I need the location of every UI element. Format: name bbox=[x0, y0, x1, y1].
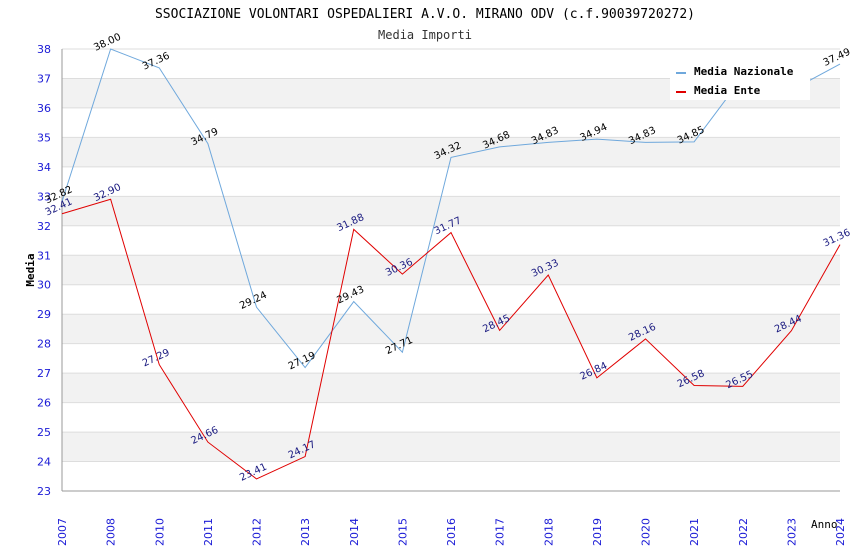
x-tick-label: 2016 bbox=[445, 518, 458, 546]
y-tick-label: 23 bbox=[37, 485, 51, 498]
grid-band bbox=[62, 402, 840, 433]
x-tick-label: 2010 bbox=[153, 518, 166, 546]
grid-band bbox=[62, 432, 840, 462]
y-tick-label: 36 bbox=[37, 102, 51, 115]
y-tick-label: 31 bbox=[37, 249, 51, 262]
legend-box bbox=[670, 60, 810, 100]
grid-band bbox=[62, 373, 840, 403]
grid-bands bbox=[62, 49, 840, 491]
y-tick-label: 32 bbox=[37, 220, 51, 233]
grid-band bbox=[62, 196, 840, 226]
y-tick-label: 30 bbox=[37, 279, 51, 292]
x-tick-label: 2011 bbox=[202, 518, 215, 546]
x-tick-label: 2024 bbox=[834, 518, 847, 546]
grid-band bbox=[62, 137, 840, 167]
x-tick-label: 2015 bbox=[396, 518, 409, 546]
x-tick-label: 2013 bbox=[299, 518, 312, 546]
chart-title: SSOCIAZIONE VOLONTARI OSPEDALIERI A.V.O.… bbox=[155, 7, 695, 22]
grid-band bbox=[62, 107, 840, 138]
legend-label-naz: Media Nazionale bbox=[694, 65, 794, 78]
y-tick-label: 25 bbox=[37, 426, 51, 439]
y-tick-label: 26 bbox=[37, 397, 51, 410]
y-tick-label: 35 bbox=[37, 131, 51, 144]
series-lines bbox=[61, 48, 841, 480]
y-tick-label: 33 bbox=[37, 190, 51, 203]
grid-band bbox=[62, 166, 840, 197]
series-line-nazionale bbox=[61, 48, 841, 369]
x-tick-label: 2019 bbox=[591, 518, 604, 546]
x-tick-label: 2012 bbox=[251, 518, 264, 546]
y-axis-label: Media bbox=[24, 253, 37, 286]
y-tick-label: 29 bbox=[37, 308, 51, 321]
grid-band bbox=[62, 461, 840, 491]
grid-band bbox=[62, 314, 840, 344]
chart-subtitle: Media Importi bbox=[378, 28, 472, 42]
y-tick-label: 38 bbox=[37, 43, 51, 56]
x-tick-label: 2021 bbox=[688, 518, 701, 546]
grid-band bbox=[62, 284, 840, 315]
y-tick-label: 24 bbox=[37, 456, 51, 469]
x-tick-label: 2018 bbox=[542, 518, 555, 546]
x-tick-label: 2020 bbox=[640, 518, 653, 546]
x-axis-label: Anno bbox=[811, 518, 838, 531]
x-tick-label: 2017 bbox=[494, 518, 507, 546]
grid-band bbox=[62, 225, 840, 256]
grid-lines bbox=[62, 48, 840, 492]
legend: Media Nazionale Media Ente bbox=[670, 60, 810, 100]
x-tick-label: 2022 bbox=[737, 518, 750, 546]
legend-label-ente: Media Ente bbox=[694, 84, 761, 97]
y-tick-label: 37 bbox=[37, 72, 51, 85]
y-tick-label: 34 bbox=[37, 161, 51, 174]
x-tick-label: 2023 bbox=[785, 518, 798, 546]
grid-band bbox=[62, 255, 840, 285]
x-tick-label: 2014 bbox=[348, 518, 361, 546]
x-tick-label: 2007 bbox=[56, 518, 69, 546]
y-tick-labels: 23 24 25 26 27 28 29 30 31 32 33 34 35 36 37 38 bbox=[37, 43, 51, 498]
x-tick-labels: 2007 2008 2010 2011 2012 2013 2014 2015 2016 2017… bbox=[56, 518, 847, 546]
grid-band bbox=[62, 343, 840, 374]
series-line-ente bbox=[61, 198, 841, 480]
y-tick-label: 28 bbox=[37, 338, 51, 351]
y-tick-label: 27 bbox=[37, 367, 51, 380]
x-tick-label: 2008 bbox=[105, 518, 118, 546]
